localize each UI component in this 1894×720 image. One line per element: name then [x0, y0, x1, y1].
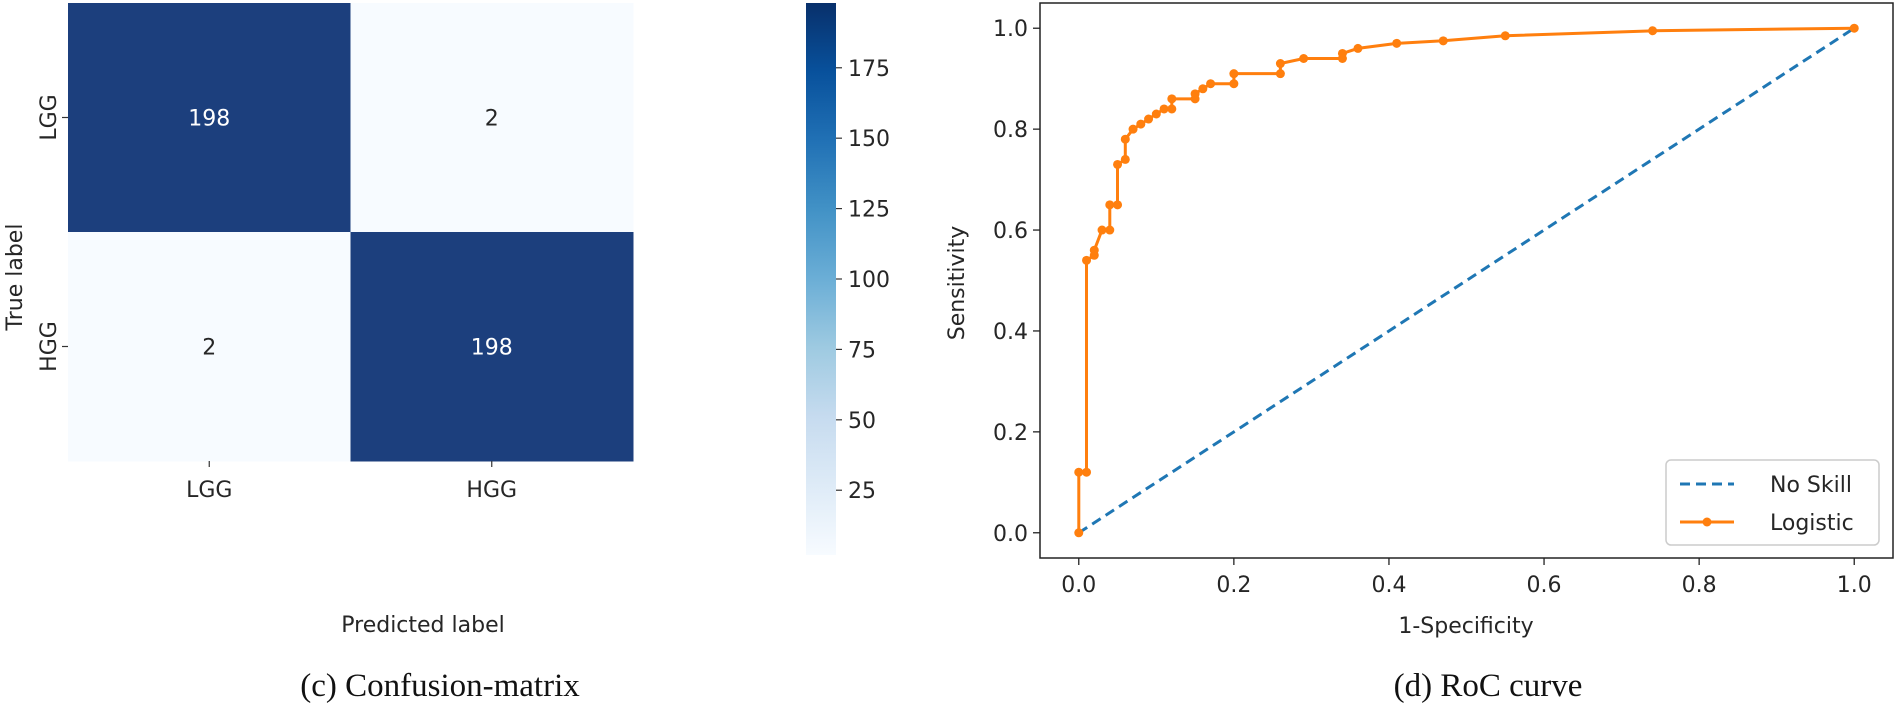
cm-cell-value: 198 — [188, 107, 230, 132]
roc-x-tick-label: 0.8 — [1682, 573, 1717, 598]
roc-point — [1167, 94, 1177, 104]
roc-point — [1198, 84, 1208, 94]
roc-x-axis-label: 1-Specificity — [1398, 614, 1533, 639]
roc-point — [1074, 467, 1084, 477]
roc-curve-panel: 0.0 0.2 0.4 0.6 0.8 1.0 0.0 0.2 0.4 0.6 0.8 1.0 1-… — [945, 2, 1894, 639]
roc-point — [1275, 69, 1285, 79]
roc-x-tick-label: 0.6 — [1527, 573, 1562, 598]
roc-y-tick-label: 0.6 — [993, 219, 1028, 244]
legend-logistic-label: Logistic — [1770, 511, 1854, 536]
roc-point — [1128, 124, 1138, 134]
roc-x-tick-label: 0.2 — [1216, 573, 1251, 598]
colorbar-tick-label: 175 — [848, 57, 890, 82]
roc-point — [1097, 225, 1107, 235]
roc-point — [1074, 528, 1084, 538]
cm-cell-value: 2 — [485, 107, 499, 132]
cm-x-tick-label: LGG — [186, 478, 232, 503]
cm-cell — [350, 232, 634, 462]
roc-point — [1229, 79, 1239, 89]
legend-box — [1665, 459, 1880, 546]
legend-no-skill-label: No Skill — [1770, 473, 1852, 498]
roc-plot-frame — [1039, 2, 1894, 559]
roc-point — [1392, 38, 1402, 48]
cm-x-tick-label: HGG — [466, 478, 517, 503]
legend-logistic-marker — [1702, 517, 1712, 527]
roc-y-tick-label: 1.0 — [993, 17, 1028, 42]
confusion-matrix-panel: 198 2 2 198 LGG HGG LGG HGG Predicted label T… — [3, 3, 890, 638]
roc-y-tick-label: 0.4 — [993, 320, 1028, 345]
roc-y-tick-label: 0.2 — [993, 421, 1028, 446]
roc-point — [1353, 43, 1363, 53]
roc-point — [1299, 54, 1309, 63]
roc-point — [1438, 36, 1448, 46]
cm-y-tick-label: HGG — [37, 321, 62, 372]
roc-point — [1849, 23, 1859, 33]
cm-y-tick-label: LGG — [37, 94, 62, 140]
colorbar-ticks: 25 50 75 100 125 150 175 — [836, 57, 890, 504]
colorbar-tick-label: 100 — [848, 268, 890, 293]
caption-roc-curve: (d) RoC curve — [1393, 668, 1583, 704]
roc-point — [1229, 69, 1239, 79]
roc-y-axis-label: Sensitivity — [945, 226, 970, 341]
cm-cell-value: 2 — [202, 336, 216, 361]
cm-y-tick-labels: LGG HGG — [37, 94, 68, 372]
roc-series — [1074, 23, 1859, 538]
roc-point — [1082, 467, 1092, 477]
roc-x-ticks: 0.0 0.2 0.4 0.6 0.8 1.0 — [1061, 558, 1872, 598]
cm-cell — [68, 3, 351, 233]
roc-point — [1120, 154, 1130, 164]
roc-x-tick-label: 0.4 — [1371, 573, 1406, 598]
roc-x-tick-label: 0.0 — [1061, 573, 1096, 598]
colorbar — [806, 3, 836, 555]
colorbar-tick-label: 50 — [848, 409, 876, 434]
roc-point — [1136, 119, 1146, 129]
cm-cell — [350, 3, 634, 233]
colorbar-tick-label: 150 — [848, 127, 890, 152]
cm-x-axis-label: Predicted label — [341, 613, 504, 638]
roc-y-tick-label: 0.0 — [993, 522, 1028, 547]
colorbar-tick-label: 75 — [848, 338, 876, 363]
roc-point — [1082, 255, 1092, 265]
roc-point — [1105, 200, 1115, 210]
roc-point — [1190, 89, 1200, 99]
roc-point — [1105, 225, 1115, 235]
confusion-matrix-values: 198 2 2 198 — [188, 107, 513, 361]
roc-point — [1089, 245, 1099, 255]
roc-point — [1648, 26, 1658, 36]
roc-point — [1275, 59, 1285, 69]
roc-x-tick-label: 1.0 — [1837, 573, 1872, 598]
roc-point — [1120, 134, 1130, 144]
colorbar-tick-label: 25 — [848, 479, 876, 504]
roc-point — [1113, 200, 1123, 210]
roc-point — [1337, 48, 1347, 58]
cm-cell — [68, 232, 351, 462]
roc-y-ticks: 0.0 0.2 0.4 0.6 0.8 1.0 — [993, 17, 1040, 547]
cm-x-tick-labels: LGG HGG — [186, 461, 517, 503]
roc-y-tick-label: 0.8 — [993, 118, 1028, 143]
roc-legend: No Skill Logistic — [1665, 459, 1880, 546]
roc-point — [1144, 114, 1154, 124]
colorbar-tick-label: 125 — [848, 198, 890, 223]
cm-cell-value: 198 — [471, 336, 513, 361]
roc-point — [1206, 79, 1216, 89]
confusion-matrix-cells — [68, 3, 634, 462]
cm-y-axis-label: True label — [3, 224, 28, 332]
roc-point — [1167, 104, 1177, 114]
caption-confusion-matrix: (c) Confusion-matrix — [300, 668, 580, 704]
roc-point — [1151, 109, 1161, 119]
roc-line-no-skill — [1077, 26, 1856, 535]
roc-point — [1500, 31, 1510, 41]
roc-point — [1159, 104, 1169, 114]
roc-point — [1113, 159, 1123, 169]
